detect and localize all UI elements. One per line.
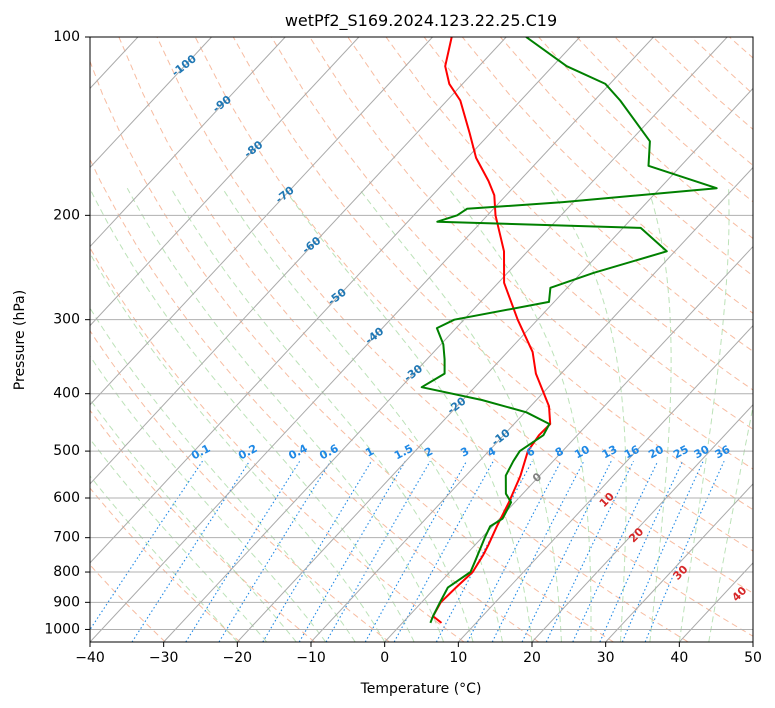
y-tick-label: 100 [53,29,80,45]
mixing-ratio-line [393,460,494,642]
profiles [420,37,718,624]
isotherm-line [90,37,286,248]
x-axis: −40 −30 −20 −10 0 10 20 30 40 50 [75,642,762,666]
moist-adiabat-line [221,187,503,642]
background-lines [0,37,753,642]
moist-adiabat-line [90,438,268,642]
dry-adiabat-line [90,329,390,642]
isotherm-line [310,166,753,642]
x-tick-label: 40 [670,650,688,666]
mixing-ratio-line [572,460,659,642]
dry-adiabat-line [347,37,753,430]
y-tick-label: 300 [53,312,80,328]
dewpoint-line [420,37,718,624]
mixing-ratio-line [545,460,634,642]
isotherm-line [90,37,654,642]
x-tick-label: 10 [449,650,467,666]
x-tick-label: −10 [296,650,326,666]
isotherm-line [457,324,753,642]
isotherm-line [605,483,753,642]
mixing-ratio-label: 16 [622,443,642,462]
temperature-line [432,37,552,624]
y-tick-label: 500 [53,443,80,459]
moist-adiabat-line [90,355,327,642]
moist-adiabat-line [90,475,238,642]
dry-adiabat-line [90,247,465,642]
dry-adiabat-line [423,37,753,352]
x-tick-label: 20 [523,650,541,666]
dry-adiabat-line [90,59,614,642]
moist-adiabat-line [549,187,627,642]
y-tick-label: 900 [53,594,80,610]
isotherm-line [531,404,753,642]
x-tick-label: 0 [380,650,389,666]
dry-adiabat-line [118,37,689,642]
isotherm-line [236,87,753,642]
y-axis: 100 200 300 400 500 600 700 800 900 1000 [44,29,90,637]
dry-adiabat-line [271,37,753,511]
mixing-ratio-line [599,460,684,642]
mixing-ratio-label: 36 [713,443,733,462]
dry-adiabat-line [232,37,753,552]
mixing-ratio-line [185,460,301,642]
mixing-ratio-label: 13 [600,443,620,462]
plot-frame [89,36,754,643]
mixing-ratio-label: 20 [646,443,666,462]
moist-adiabat-line [170,187,474,642]
moist-adiabat-line [90,252,386,642]
x-tick-label: −20 [223,650,253,666]
x-tick-label: 50 [744,650,762,666]
isotherm-line [90,37,360,327]
y-tick-label: 400 [53,386,80,402]
dry-adiabat-line [90,409,316,642]
moist-adiabat-line [647,188,672,642]
mixing-ratio-line [218,460,332,642]
moist-adiabat-line [90,398,297,642]
isotherm-line [163,37,728,642]
mixing-ratio-line [131,460,250,642]
y-tick-label: 600 [53,490,80,506]
isotherm-line [90,37,581,564]
dry-adiabat-line [385,37,753,391]
y-axis-label: Pressure (hPa) [12,290,28,390]
mixing-ratio-label: 25 [671,443,691,462]
dry-adiabat-line [194,37,753,594]
isotherm-line [90,37,212,169]
isotherm-line [90,37,433,406]
isotherm-line [90,37,507,485]
moist-adiabat-line [678,188,730,642]
moist-adiabat-line [283,187,533,642]
y-tick-label: 1000 [44,621,80,637]
moist-adiabat-line [90,187,415,642]
x-tick-label: −40 [75,650,105,666]
mixing-ratio-line [621,460,704,642]
moist-adiabat-line [126,187,445,642]
mixing-ratio-label: 10 [572,443,592,462]
mixing-ratio-line [491,460,585,642]
dry-adiabat-line [309,37,753,470]
y-tick-label: 700 [53,530,80,546]
y-tick-label: 800 [53,564,80,580]
chart-title: wetPf2_S169.2024.123.22.25.C19 [285,11,557,31]
isobar-grid [90,37,753,630]
isotherm-line [384,245,753,642]
x-axis-label: Temperature (°C) [360,681,482,697]
mixing-ratio-line [364,460,468,642]
dry-adiabat-line [90,158,540,642]
y-tick-label: 200 [53,207,80,223]
isotherm-line [0,37,64,642]
mixing-ratio-line [90,460,203,631]
mixing-ratio-label: 30 [692,443,712,462]
x-tick-label: −30 [149,650,179,666]
isotherm-line [752,641,753,642]
mixing-ratio-line [644,460,725,642]
dry-adiabat-line [90,487,241,642]
x-tick-label: 30 [597,650,615,666]
mixing-ratio-line [521,460,612,642]
